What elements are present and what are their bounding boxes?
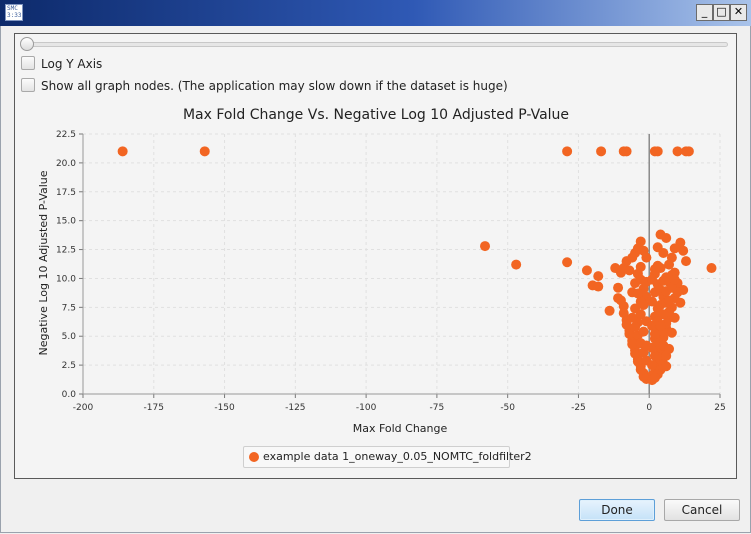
legend-series-label: example data 1_oneway_0.05_NOMTC_foldfil…: [263, 450, 532, 463]
minimize-button[interactable]: _: [696, 4, 713, 21]
title-bar: SMC 3:33 _ □ ✕: [0, 0, 751, 26]
legend-marker: [249, 452, 259, 462]
close-button[interactable]: ✕: [730, 4, 747, 21]
cancel-button[interactable]: Cancel: [664, 499, 740, 521]
log-y-axis-checkbox[interactable]: [21, 56, 35, 70]
done-button[interactable]: Done: [579, 499, 655, 521]
show-all-nodes-checkbox[interactable]: [21, 78, 35, 92]
threshold-slider-track[interactable]: [26, 42, 728, 47]
chart-panel: [14, 33, 737, 479]
app-icon: SMC 3:33: [5, 4, 23, 21]
show-all-nodes-label: Show all graph nodes. (The application m…: [41, 79, 508, 93]
chart-legend: [243, 446, 510, 468]
threshold-slider-thumb[interactable]: [20, 37, 34, 51]
log-y-axis-label: Log Y Axis: [41, 57, 103, 71]
maximize-button[interactable]: □: [713, 4, 730, 21]
